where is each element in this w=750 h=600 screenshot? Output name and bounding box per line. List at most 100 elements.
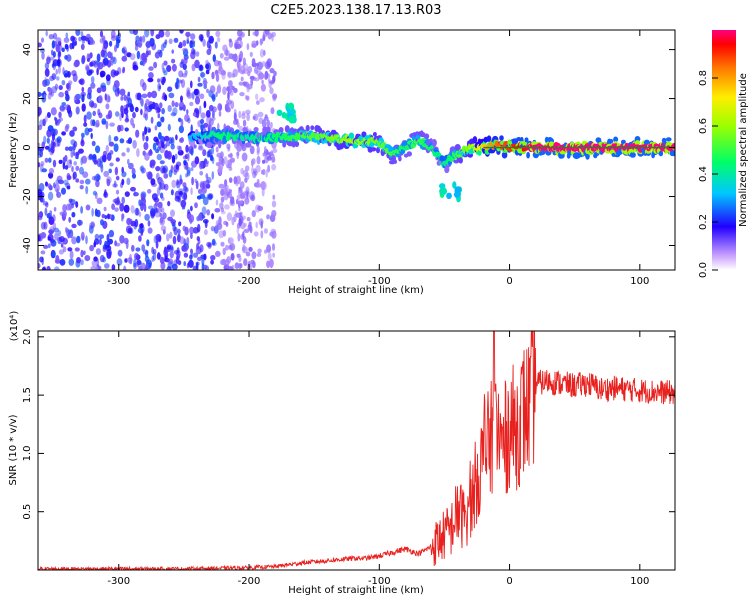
noise-mark (93, 175, 97, 182)
noise-mark (241, 152, 248, 162)
noise-mark (242, 119, 247, 127)
noise-mark (115, 189, 120, 195)
noise-mark (136, 258, 140, 268)
noise-mark (170, 189, 174, 196)
noise-mark (187, 117, 191, 124)
noise-mark (114, 207, 119, 212)
noise-mark (242, 169, 249, 178)
noise-mark (38, 107, 42, 116)
noise-mark (166, 65, 172, 72)
noise-mark (102, 43, 108, 50)
noise-mark (200, 112, 206, 119)
noise-mark (264, 73, 267, 80)
noise-mark (269, 68, 275, 74)
noise-mark (196, 195, 202, 200)
noise-mark (206, 241, 212, 248)
noise-mark (87, 39, 91, 45)
noise-mark (155, 166, 161, 172)
ridge-mark (613, 136, 619, 143)
blob-mark (452, 181, 457, 189)
snr-x-tick-label: -200 (238, 576, 261, 587)
noise-mark (223, 156, 228, 165)
noise-mark (215, 91, 218, 98)
noise-mark (101, 87, 107, 92)
noise-mark (68, 216, 72, 223)
noise-mark (38, 124, 43, 131)
ridge-mark (253, 127, 259, 132)
noise-mark (177, 117, 182, 123)
noise-mark (266, 244, 272, 253)
noise-mark (209, 37, 214, 44)
noise-mark (228, 166, 233, 171)
noise-mark (206, 48, 212, 56)
noise-mark (41, 168, 48, 173)
noise-mark (171, 49, 174, 54)
noise-mark (168, 38, 173, 45)
noise-mark (178, 125, 184, 134)
snr-y-tick-label: 2.0 (22, 329, 33, 345)
noise-mark (228, 177, 233, 184)
noise-mark (121, 196, 125, 205)
noise-mark (187, 209, 191, 215)
noise-mark (239, 92, 245, 97)
snr-scale-label: (x10⁴) (9, 311, 20, 342)
noise-mark (211, 93, 216, 102)
ridge-mark (218, 139, 223, 145)
noise-mark (175, 134, 178, 141)
noise-mark (51, 250, 56, 257)
noise-mark (242, 81, 247, 87)
noise-mark (198, 160, 204, 170)
noise-mark (87, 128, 93, 132)
noise-mark (153, 61, 158, 69)
noise-mark (140, 197, 146, 206)
ridge-mark (472, 136, 478, 144)
noise-mark (184, 114, 190, 122)
noise-mark (129, 253, 132, 262)
noise-mark (58, 111, 62, 119)
ridge-mark (634, 140, 641, 146)
noise-mark (266, 214, 270, 220)
noise-mark (214, 208, 221, 213)
spectrogram-x-tick-label: -300 (107, 276, 130, 287)
noise-mark (241, 110, 246, 116)
noise-mark (256, 145, 260, 154)
noise-mark (90, 82, 96, 89)
noise-mark (113, 80, 120, 89)
noise-mark (201, 257, 205, 267)
noise-mark (236, 122, 240, 128)
noise-mark (249, 145, 255, 155)
noise-mark (109, 122, 115, 127)
noise-mark (272, 194, 276, 200)
noise-mark (93, 159, 98, 165)
noise-mark (113, 136, 119, 142)
noise-mark (228, 244, 233, 250)
noise-mark (80, 139, 85, 147)
noise-mark (227, 91, 230, 101)
noise-mark (184, 226, 189, 236)
noise-mark (116, 258, 123, 266)
noise-mark (179, 30, 184, 34)
noise-mark (40, 250, 46, 255)
noise-mark (80, 43, 85, 51)
noise-mark (271, 31, 276, 38)
noise-mark (236, 143, 243, 152)
noise-mark (64, 165, 69, 170)
noise-mark (119, 88, 126, 97)
noise-mark (265, 169, 268, 178)
noise-mark (38, 162, 41, 168)
noise-mark (110, 35, 117, 41)
noise-mark (159, 192, 164, 199)
noise-mark (61, 80, 66, 86)
noise-mark (61, 187, 66, 195)
noise-mark (143, 108, 149, 118)
noise-mark (232, 68, 238, 78)
ridge-mark (658, 150, 664, 157)
noise-mark (198, 34, 204, 41)
ridge-mark (294, 141, 300, 148)
noise-mark (101, 118, 107, 125)
noise-mark (238, 262, 242, 270)
noise-mark (47, 147, 52, 152)
noise-mark (215, 30, 221, 38)
noise-mark (153, 136, 159, 143)
noise-mark (59, 236, 65, 243)
